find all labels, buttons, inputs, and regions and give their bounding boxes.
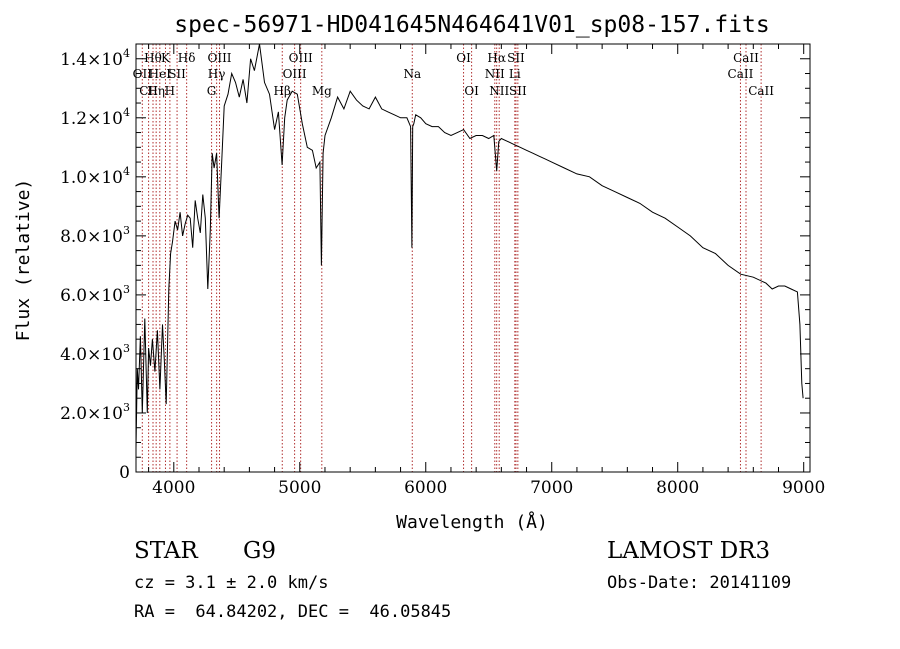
line-label-18: OI	[464, 84, 479, 98]
line-label-16: Na	[403, 67, 421, 81]
x-axis: 4000 5000 6000 7000 8000 9000	[148, 44, 825, 498]
y-axis-label: Flux (relative)	[13, 179, 34, 342]
line-label-17: OI	[456, 51, 471, 65]
x-tick-label-4: 8000	[656, 478, 699, 498]
y-tick-label-1: 2.0×103	[60, 401, 130, 424]
y-tick-label-7: 1.4×104	[60, 47, 130, 70]
line-label-4: HeI	[149, 67, 172, 81]
line-label-25: CaII	[728, 67, 754, 81]
x-tick-label-0: 4000	[152, 478, 195, 498]
survey-name: LAMOST DR3	[607, 538, 771, 564]
x-tick-label-1: 5000	[278, 478, 321, 498]
line-label-8: Hδ	[178, 51, 196, 65]
line-label-7: SII	[168, 67, 186, 81]
y-tick-label-4: 8.0×103	[60, 224, 130, 247]
x-tick-label-5: 9000	[782, 478, 825, 498]
line-label-10: Hγ	[208, 67, 226, 81]
line-label-13: OIII	[283, 67, 307, 81]
y-axis: 0 2.0×103 4.0×103 6.0×103 8.0×103 1.0×104 1.2×…	[60, 47, 810, 483]
line-label-27: CaII	[748, 84, 774, 98]
object-subclass: G9	[243, 538, 277, 564]
redshift-cz: cz = 3.1 ± 2.0 km/s	[134, 573, 329, 593]
line-label-2: Hθ	[144, 51, 162, 65]
line-label-15: Mg	[312, 84, 332, 98]
y-tick-label-6: 1.2×104	[60, 106, 130, 129]
line-label-1: CII	[139, 84, 158, 98]
line-label-24: SII	[509, 84, 527, 98]
y-tick-label-0: 0	[119, 463, 130, 483]
coordinates: RA = 64.84202, DEC = 46.05845	[134, 602, 452, 622]
line-label-0: OII	[133, 67, 153, 81]
line-label-26: CaII	[733, 51, 759, 65]
line-label-12: Hβ	[274, 84, 291, 98]
x-axis-label: Wavelength (Å)	[396, 511, 548, 533]
line-label-19: NII	[485, 67, 505, 81]
spectral-line-markers	[141, 44, 762, 472]
line-label-14: OIII	[289, 51, 313, 65]
plot-frame	[135, 43, 811, 473]
x-tick-label-3: 7000	[530, 478, 573, 498]
y-tick-label-2: 4.0×103	[60, 342, 130, 365]
chart-title: spec-56971-HD041645N464641V01_sp08-157.f…	[174, 12, 769, 38]
y-tick-label-3: 6.0×103	[60, 283, 130, 306]
spectrum-line	[135, 43, 804, 449]
line-label-5: K	[161, 51, 171, 65]
object-class: STAR	[134, 538, 198, 564]
x-tick-label-2: 6000	[404, 478, 447, 498]
line-label-20: Hα	[487, 51, 506, 65]
line-label-21: NII	[489, 84, 509, 98]
line-label-23: SII	[507, 51, 525, 65]
spectral-line-labels: OII CII Hθ Hη HeI K H SII Hδ G Hγ OIII Hβ OIII OIII Mg N…	[133, 51, 775, 98]
line-label-11: OIII	[207, 51, 231, 65]
line-label-3: Hη	[147, 84, 165, 98]
line-label-9: G	[207, 84, 217, 98]
line-label-6: H	[165, 84, 175, 98]
line-label-22: Li	[509, 67, 521, 81]
observation-date: Obs-Date: 20141109	[607, 573, 792, 593]
y-tick-label-5: 1.0×104	[60, 165, 130, 188]
